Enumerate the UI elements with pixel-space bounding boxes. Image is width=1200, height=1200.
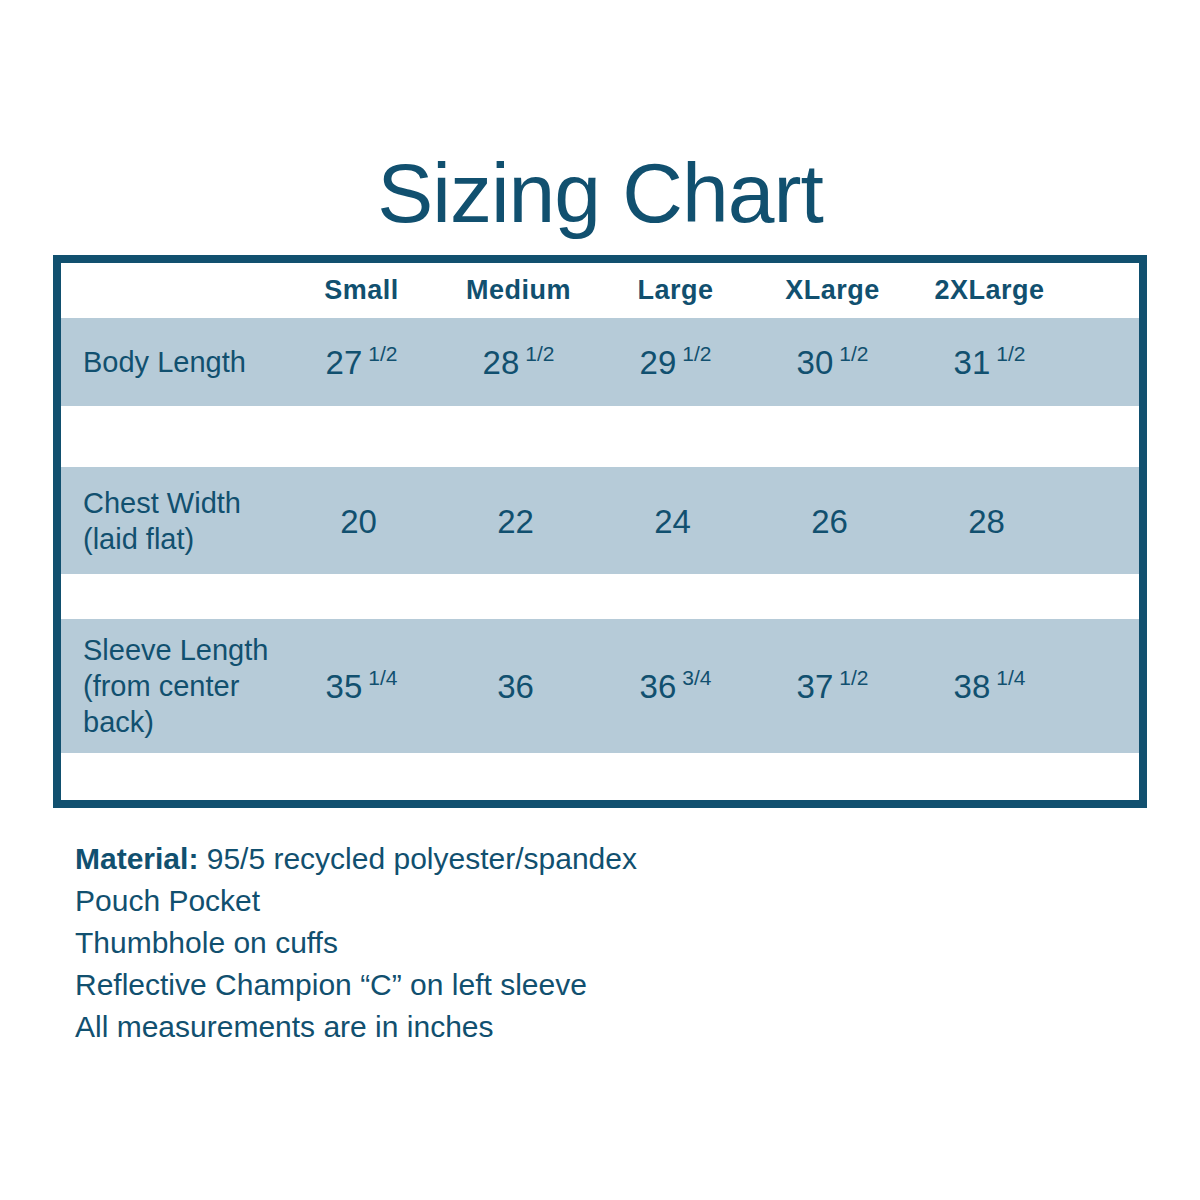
size-value: 291/2 bbox=[597, 342, 754, 382]
fraction: 3/4 bbox=[682, 666, 711, 689]
row-separator bbox=[61, 753, 1139, 800]
size-value: 24 bbox=[597, 501, 754, 541]
column-header-2xlarge: 2XLarge bbox=[911, 275, 1068, 306]
fraction: 1/2 bbox=[682, 342, 711, 365]
note-line: All measurements are in inches bbox=[75, 1006, 637, 1048]
size-value: 301/2 bbox=[754, 342, 911, 382]
note-line: Thumbhole on cuffs bbox=[75, 922, 637, 964]
table-row-chest-width: Chest Width (laid flat) 20 22 24 26 28 bbox=[61, 467, 1139, 574]
row-label: Sleeve Length (from center back) bbox=[61, 632, 283, 740]
table-row-body-length: Body Length 271/2 281/2 291/2 301/2 311/… bbox=[61, 318, 1139, 406]
size-value: 22 bbox=[440, 501, 597, 541]
fraction: 1/2 bbox=[525, 342, 554, 365]
fraction: 1/4 bbox=[368, 666, 397, 689]
size-value: 363/4 bbox=[597, 666, 754, 706]
size-value: 371/2 bbox=[754, 666, 911, 706]
page: Sizing Chart Small Medium Large XLarge 2… bbox=[0, 0, 1200, 1200]
column-header-large: Large bbox=[597, 275, 754, 306]
note-material-value: 95/5 recycled polyester/spandex bbox=[207, 842, 637, 875]
size-value: 311/2 bbox=[911, 342, 1068, 382]
size-value: 271/2 bbox=[283, 342, 440, 382]
row-separator bbox=[61, 406, 1139, 467]
product-notes: Material: 95/5 recycled polyester/spande… bbox=[75, 838, 637, 1048]
column-header-small: Small bbox=[283, 275, 440, 306]
row-separator bbox=[61, 574, 1139, 619]
table-row-sleeve-length: Sleeve Length (from center back) 351/4 3… bbox=[61, 619, 1139, 753]
fraction: 1/2 bbox=[368, 342, 397, 365]
size-value: 281/2 bbox=[440, 342, 597, 382]
note-line: Reflective Champion “C” on left sleeve bbox=[75, 964, 637, 1006]
page-title: Sizing Chart bbox=[0, 150, 1200, 236]
note-material-label: Material: bbox=[75, 842, 198, 875]
fraction: 1/2 bbox=[996, 342, 1025, 365]
fraction: 1/2 bbox=[839, 342, 868, 365]
fraction: 1/4 bbox=[996, 666, 1025, 689]
size-value: 351/4 bbox=[283, 666, 440, 706]
note-line: Pouch Pocket bbox=[75, 880, 637, 922]
row-label: Chest Width (laid flat) bbox=[61, 485, 283, 557]
size-value: 381/4 bbox=[911, 666, 1068, 706]
size-value: 28 bbox=[911, 501, 1068, 541]
size-value: 20 bbox=[283, 501, 440, 541]
size-value: 36 bbox=[440, 666, 597, 706]
note-material: Material: 95/5 recycled polyester/spande… bbox=[75, 838, 637, 880]
size-value: 26 bbox=[754, 501, 911, 541]
sizing-table: Small Medium Large XLarge 2XLarge Body L… bbox=[53, 255, 1147, 808]
table-header-row: Small Medium Large XLarge 2XLarge bbox=[61, 263, 1139, 318]
row-label: Body Length bbox=[61, 344, 283, 380]
column-header-xlarge: XLarge bbox=[754, 275, 911, 306]
column-header-medium: Medium bbox=[440, 275, 597, 306]
fraction: 1/2 bbox=[839, 666, 868, 689]
